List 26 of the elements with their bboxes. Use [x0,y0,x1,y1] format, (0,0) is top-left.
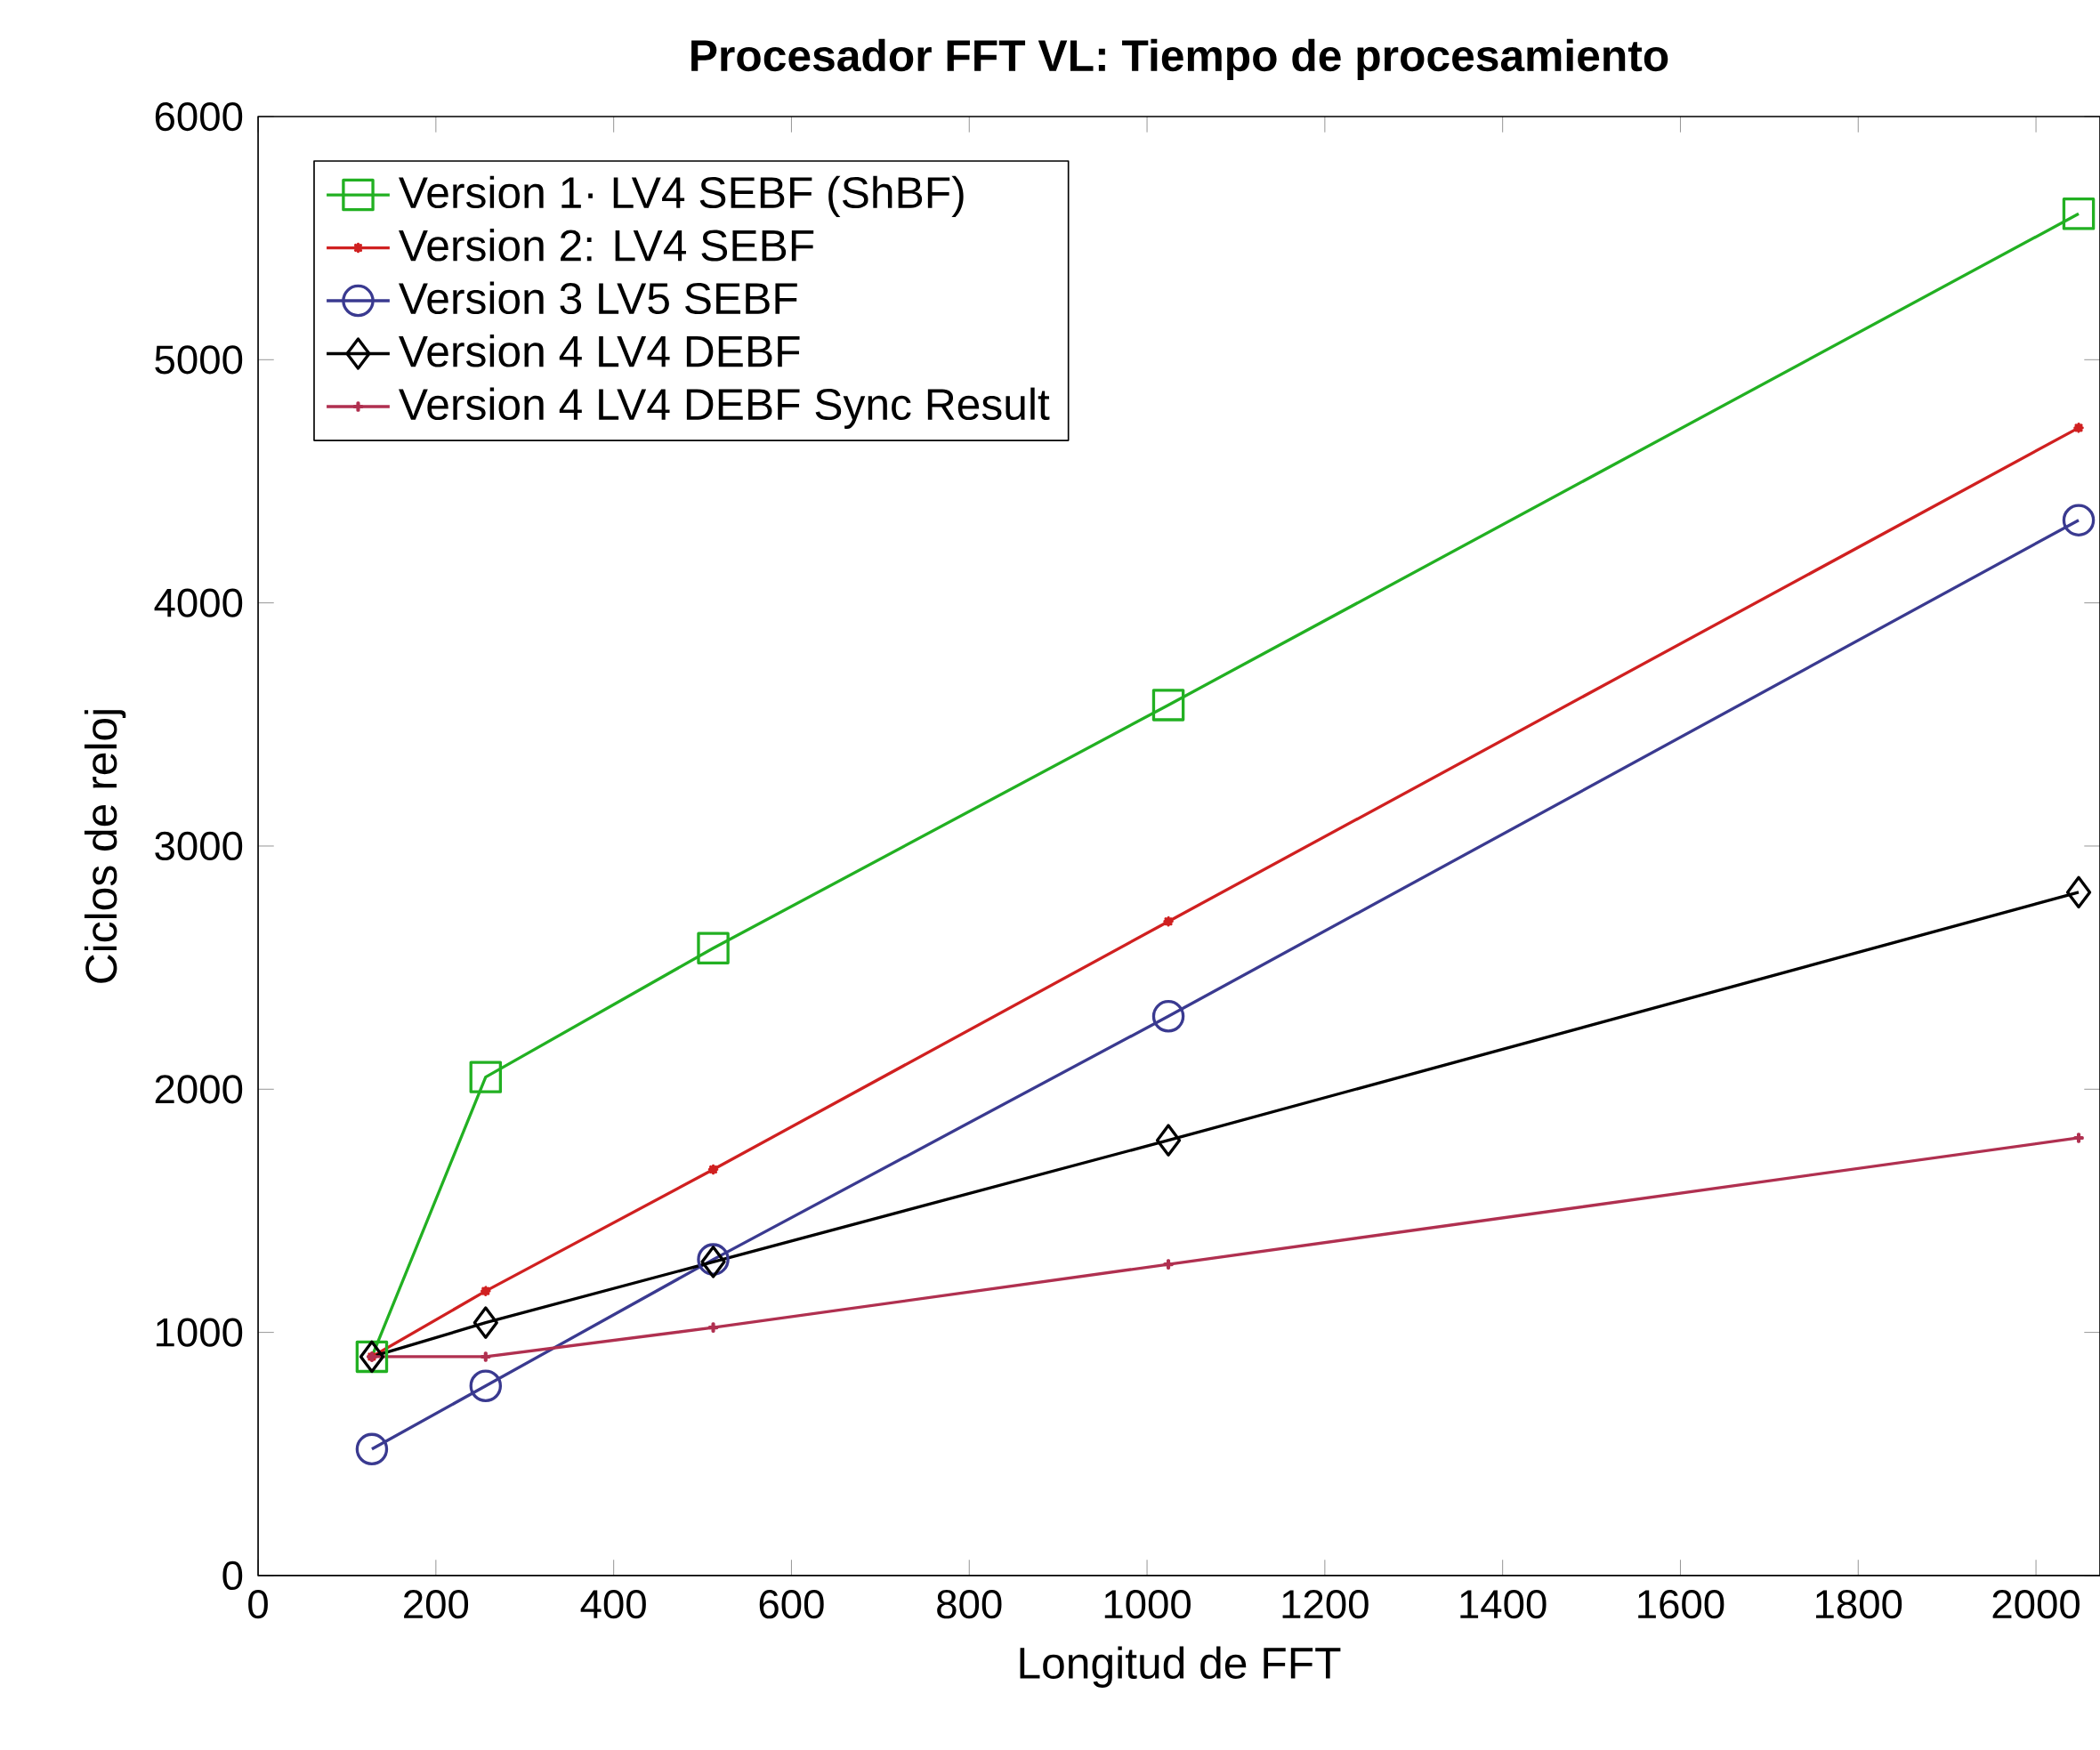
x-tick-label: 0 [248,1590,268,1619]
x-axis-title: Longitud de FFT [1020,1646,1341,1688]
y-tick-label: 3000 [155,831,243,861]
y-axis-title: Ciclos de reloj [84,710,126,983]
x-tick-label: 800 [937,1590,1002,1619]
y-tick-label: 4000 [154,588,243,617]
x-tick-label: 1000 [1104,1590,1191,1619]
x-tick-label: 1200 [1282,1590,1369,1619]
x-tick-label: 600 [759,1590,824,1619]
legend-label: Version 4 LV4 DEBF [399,335,800,367]
legend-label: Version 4 LV4 DEBF Sync Result [399,387,1050,429]
legend-label: Version 3 LV5 SEBF [399,281,797,315]
y-tick-label: 1000 [156,1318,243,1347]
x-tick-label: 200 [404,1590,469,1619]
x-tick-label: 1800 [1815,1590,1902,1619]
x-tick-label: 400 [580,1590,646,1619]
x-tick-label: 2000 [1992,1590,2080,1619]
legend-label: Version 1· LV4 SEBF (ShBF) [399,175,964,217]
x-tick-label: 1400 [1460,1590,1547,1619]
y-tick-label: 5000 [155,345,243,375]
legend-label: Version 2: LV4 SEBF [399,229,814,262]
y-tick-label: 6000 [155,101,243,132]
y-tick-label: 0 [222,1560,243,1591]
chart-title: Procesador FFT VL: Tiempo de procesamiento [691,38,1668,81]
y-tick-label: 2000 [155,1075,243,1104]
x-tick-label: 1600 [1638,1590,1724,1619]
